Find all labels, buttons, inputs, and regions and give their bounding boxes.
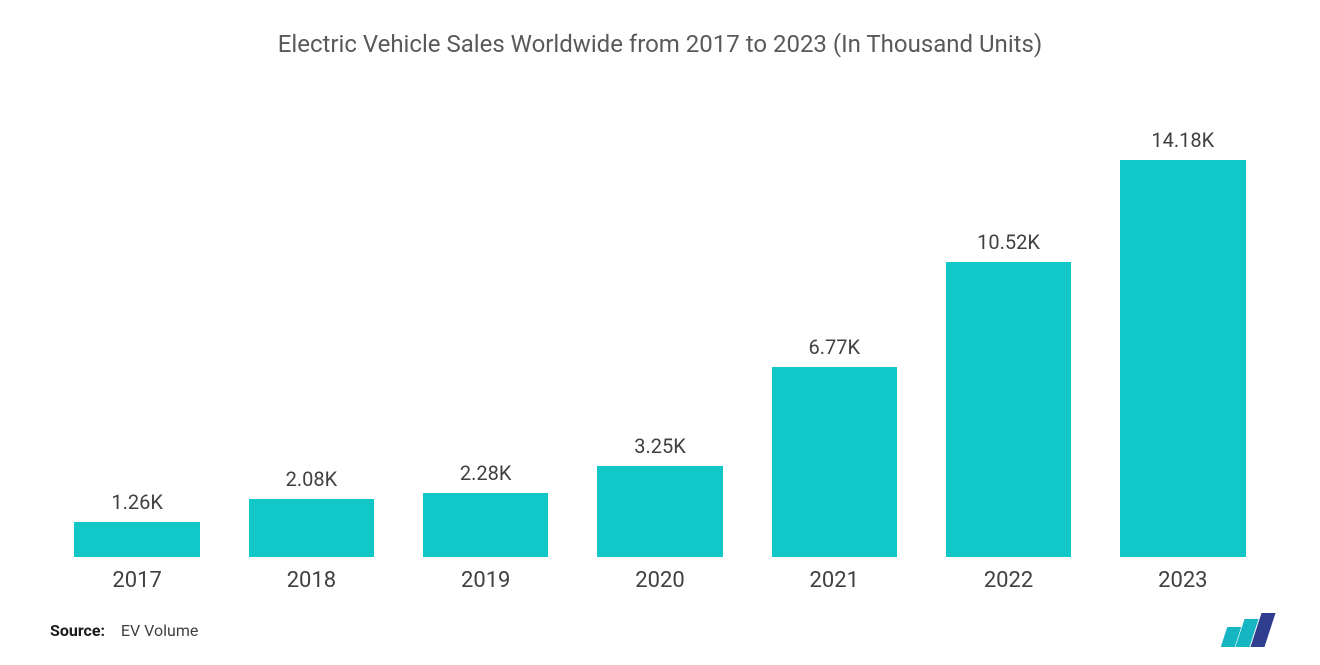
category-label: 2022: [921, 568, 1095, 593]
bar-value-label: 1.26K: [111, 490, 163, 514]
bar-value-label: 14.18K: [1151, 128, 1214, 152]
bar: [249, 499, 374, 557]
bar-column: 2.08K: [224, 78, 398, 557]
category-label: 2020: [573, 568, 747, 593]
category-label: 2023: [1096, 568, 1270, 593]
plot-area: 1.26K 2.08K 2.28K 3.25K 6.77K 10.52K 14.18K: [50, 78, 1270, 558]
category-label: 2017: [50, 568, 224, 593]
category-axis: 2017201820192020202120222023: [50, 568, 1270, 593]
bar-column: 2.28K: [399, 78, 573, 557]
bar-column: 14.18K: [1096, 78, 1270, 557]
bar: [597, 466, 722, 557]
source-citation: Source: EV Volume: [50, 621, 198, 640]
chart-container: Electric Vehicle Sales Worldwide from 20…: [0, 0, 1320, 665]
bar-column: 3.25K: [573, 78, 747, 557]
source-prefix: Source:: [50, 621, 105, 640]
source-text: EV Volume: [121, 621, 198, 640]
bar-column: 1.26K: [50, 78, 224, 557]
bar-column: 10.52K: [921, 78, 1095, 557]
bar-value-label: 10.52K: [977, 230, 1040, 254]
bar: [772, 367, 897, 557]
category-label: 2021: [747, 568, 921, 593]
category-label: 2018: [224, 568, 398, 593]
bar-value-label: 3.25K: [634, 434, 686, 458]
bar: [74, 522, 199, 557]
bar: [1120, 160, 1245, 557]
chart-title: Electric Vehicle Sales Worldwide from 20…: [50, 30, 1270, 58]
bar-value-label: 2.28K: [460, 461, 512, 485]
bar-value-label: 2.08K: [286, 467, 338, 491]
bar: [423, 493, 548, 557]
bar-column: 6.77K: [747, 78, 921, 557]
chart-footer: Source: EV Volume: [50, 613, 1270, 647]
category-label: 2019: [399, 568, 573, 593]
bar-value-label: 6.77K: [808, 335, 860, 359]
brand-logo-icon: [1224, 613, 1270, 647]
bar: [946, 262, 1071, 557]
